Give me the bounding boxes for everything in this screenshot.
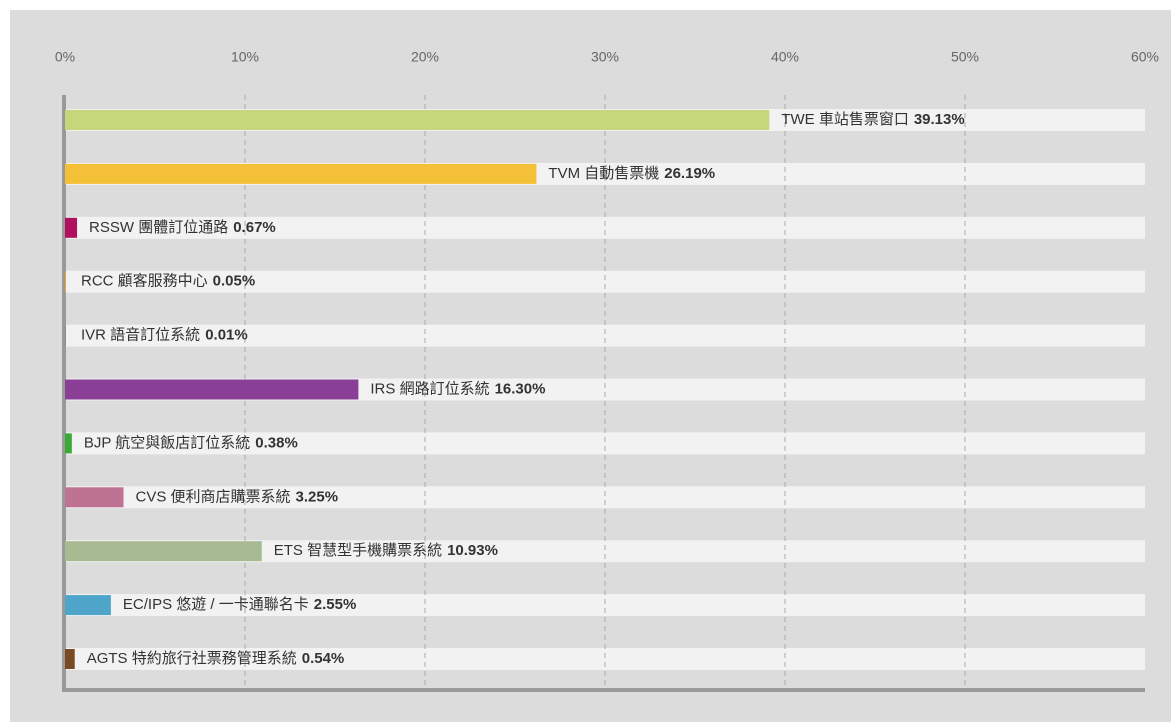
category-label: IRS 網路訂位系統 (370, 380, 489, 397)
bar-label: BJP 航空與飯店訂位系統 0.38% (84, 434, 298, 451)
x-tick-label: 50% (951, 49, 979, 65)
value-label: 16.30% (495, 380, 546, 397)
bar (65, 110, 770, 130)
category-label: TVM 自動售票機 (548, 165, 659, 182)
category-label: IVR 語音訂位系統 (81, 327, 200, 344)
category-label: ETS 智慧型手機購票系統 (274, 541, 442, 559)
bar-label: RSSW 團體訂位通路 0.67% (89, 219, 276, 236)
category-label: BJP 航空與飯店訂位系統 (84, 434, 250, 451)
bar-label: ETS 智慧型手機購票系統 10.93% (274, 541, 498, 559)
value-label: 0.38% (255, 434, 298, 451)
value-label: 2.55% (314, 596, 357, 613)
x-tick-label: 10% (231, 49, 259, 65)
row-band (65, 270, 1145, 293)
bar (65, 595, 111, 616)
x-tick-label: 20% (411, 49, 439, 65)
category-label: RSSW 團體訂位通路 (89, 219, 228, 236)
x-tick-label: 60% (1131, 49, 1159, 65)
value-label: 0.05% (213, 273, 256, 290)
bar-label: EC/IPS 悠遊 / 一卡通聯名卡 2.55% (123, 596, 356, 613)
bar (65, 217, 78, 238)
bar (65, 541, 262, 562)
x-tick-label: 40% (771, 49, 799, 65)
x-tick-label: 30% (591, 49, 619, 65)
value-label: 39.13% (914, 111, 965, 128)
category-label: CVS 便利商店購票系統 (136, 488, 291, 505)
bar-label: TWE 車站售票窗口 39.13% (781, 110, 964, 128)
category-label: TWE 車站售票窗口 (781, 110, 909, 128)
row-band (65, 432, 1145, 455)
value-label: 26.19% (664, 165, 715, 182)
bar-label: AGTS 特約旅行社票務管理系統 0.54% (87, 650, 345, 667)
row-band (65, 324, 1145, 347)
value-label: 3.25% (296, 488, 339, 505)
row-band (65, 648, 1145, 670)
bar (65, 487, 124, 508)
bar-label: CVS 便利商店購票系統 3.25% (136, 488, 339, 505)
row-band (65, 486, 1145, 509)
bar-label: RCC 顧客服務中心 0.05% (81, 273, 255, 290)
bar (65, 649, 75, 669)
category-label: RCC 顧客服務中心 (81, 273, 208, 290)
category-label: EC/IPS 悠遊 / 一卡通聯名卡 (123, 596, 309, 613)
value-label: 0.01% (205, 327, 248, 344)
bar-label: TVM 自動售票機 26.19% (548, 165, 715, 182)
x-tick-label: 0% (55, 49, 75, 65)
row-band (65, 594, 1145, 617)
bar (65, 271, 66, 292)
row-band (65, 216, 1145, 239)
bar-label: IVR 語音訂位系統 0.01% (81, 327, 248, 344)
bar (65, 379, 359, 400)
bar (65, 433, 72, 454)
value-label: 0.67% (233, 219, 276, 236)
category-label: AGTS 特約旅行社票務管理系統 (87, 650, 297, 667)
row-band (65, 540, 1145, 563)
bar-label: IRS 網路訂位系統 16.30% (370, 380, 545, 397)
value-label: 0.54% (302, 650, 345, 667)
value-label: 10.93% (447, 542, 498, 559)
bar (65, 163, 537, 184)
